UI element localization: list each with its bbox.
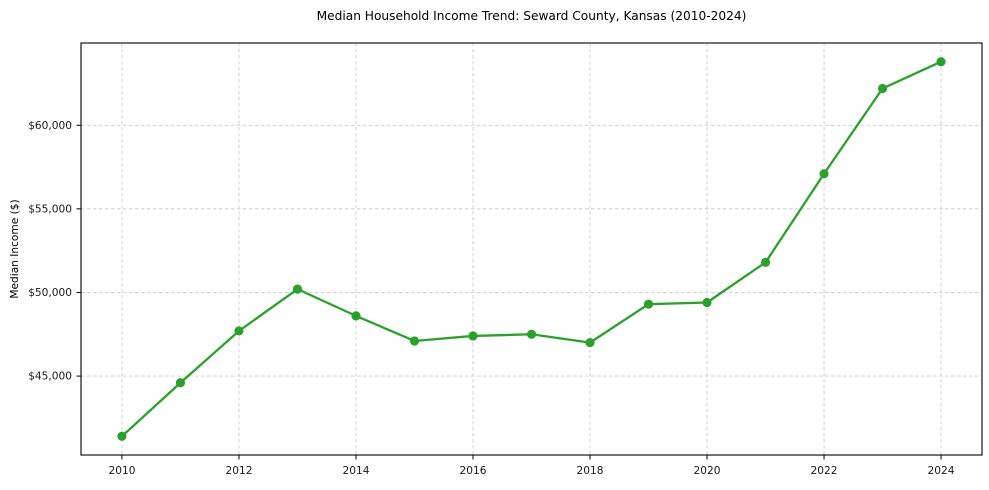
- x-tick-label: 2022: [811, 465, 838, 477]
- data-point-2011: [175, 378, 186, 388]
- x-tick-label: 2014: [342, 465, 369, 477]
- data-point-2021: [760, 257, 771, 267]
- x-tick-label: 2020: [694, 465, 721, 477]
- data-point-2015: [409, 336, 420, 346]
- x-tick-label: 2016: [460, 465, 487, 477]
- data-point-2019: [643, 299, 654, 309]
- plot-border: [80, 42, 983, 456]
- x-tick-label: 2012: [225, 465, 252, 477]
- data-point-2017: [526, 329, 537, 339]
- data-point-2016: [468, 331, 478, 341]
- data-point-2014: [351, 311, 361, 321]
- data-point-2024: [936, 57, 946, 67]
- trend-line: [120, 60, 943, 438]
- data-point-2012: [234, 326, 244, 336]
- data-point-2018: [585, 338, 595, 348]
- data-point-2022: [819, 169, 829, 179]
- y-tick-label: $55,000: [28, 203, 72, 215]
- data-point-2010: [117, 431, 127, 441]
- y-axis-label: Median Income ($): [9, 199, 21, 299]
- y-tick-label: $60,000: [28, 120, 72, 132]
- x-tick-label: 2018: [577, 465, 604, 477]
- y-tick-label: $45,000: [28, 371, 72, 383]
- y-tick-label: $50,000: [28, 287, 72, 299]
- x-tick-label: 2024: [928, 465, 955, 477]
- data-point-2020: [702, 297, 712, 308]
- data-point-2013: [292, 284, 303, 294]
- x-tick-label: 2010: [108, 465, 135, 477]
- chart-title: Median Household Income Trend: Seward Co…: [316, 9, 747, 23]
- data-point-2023: [877, 83, 888, 94]
